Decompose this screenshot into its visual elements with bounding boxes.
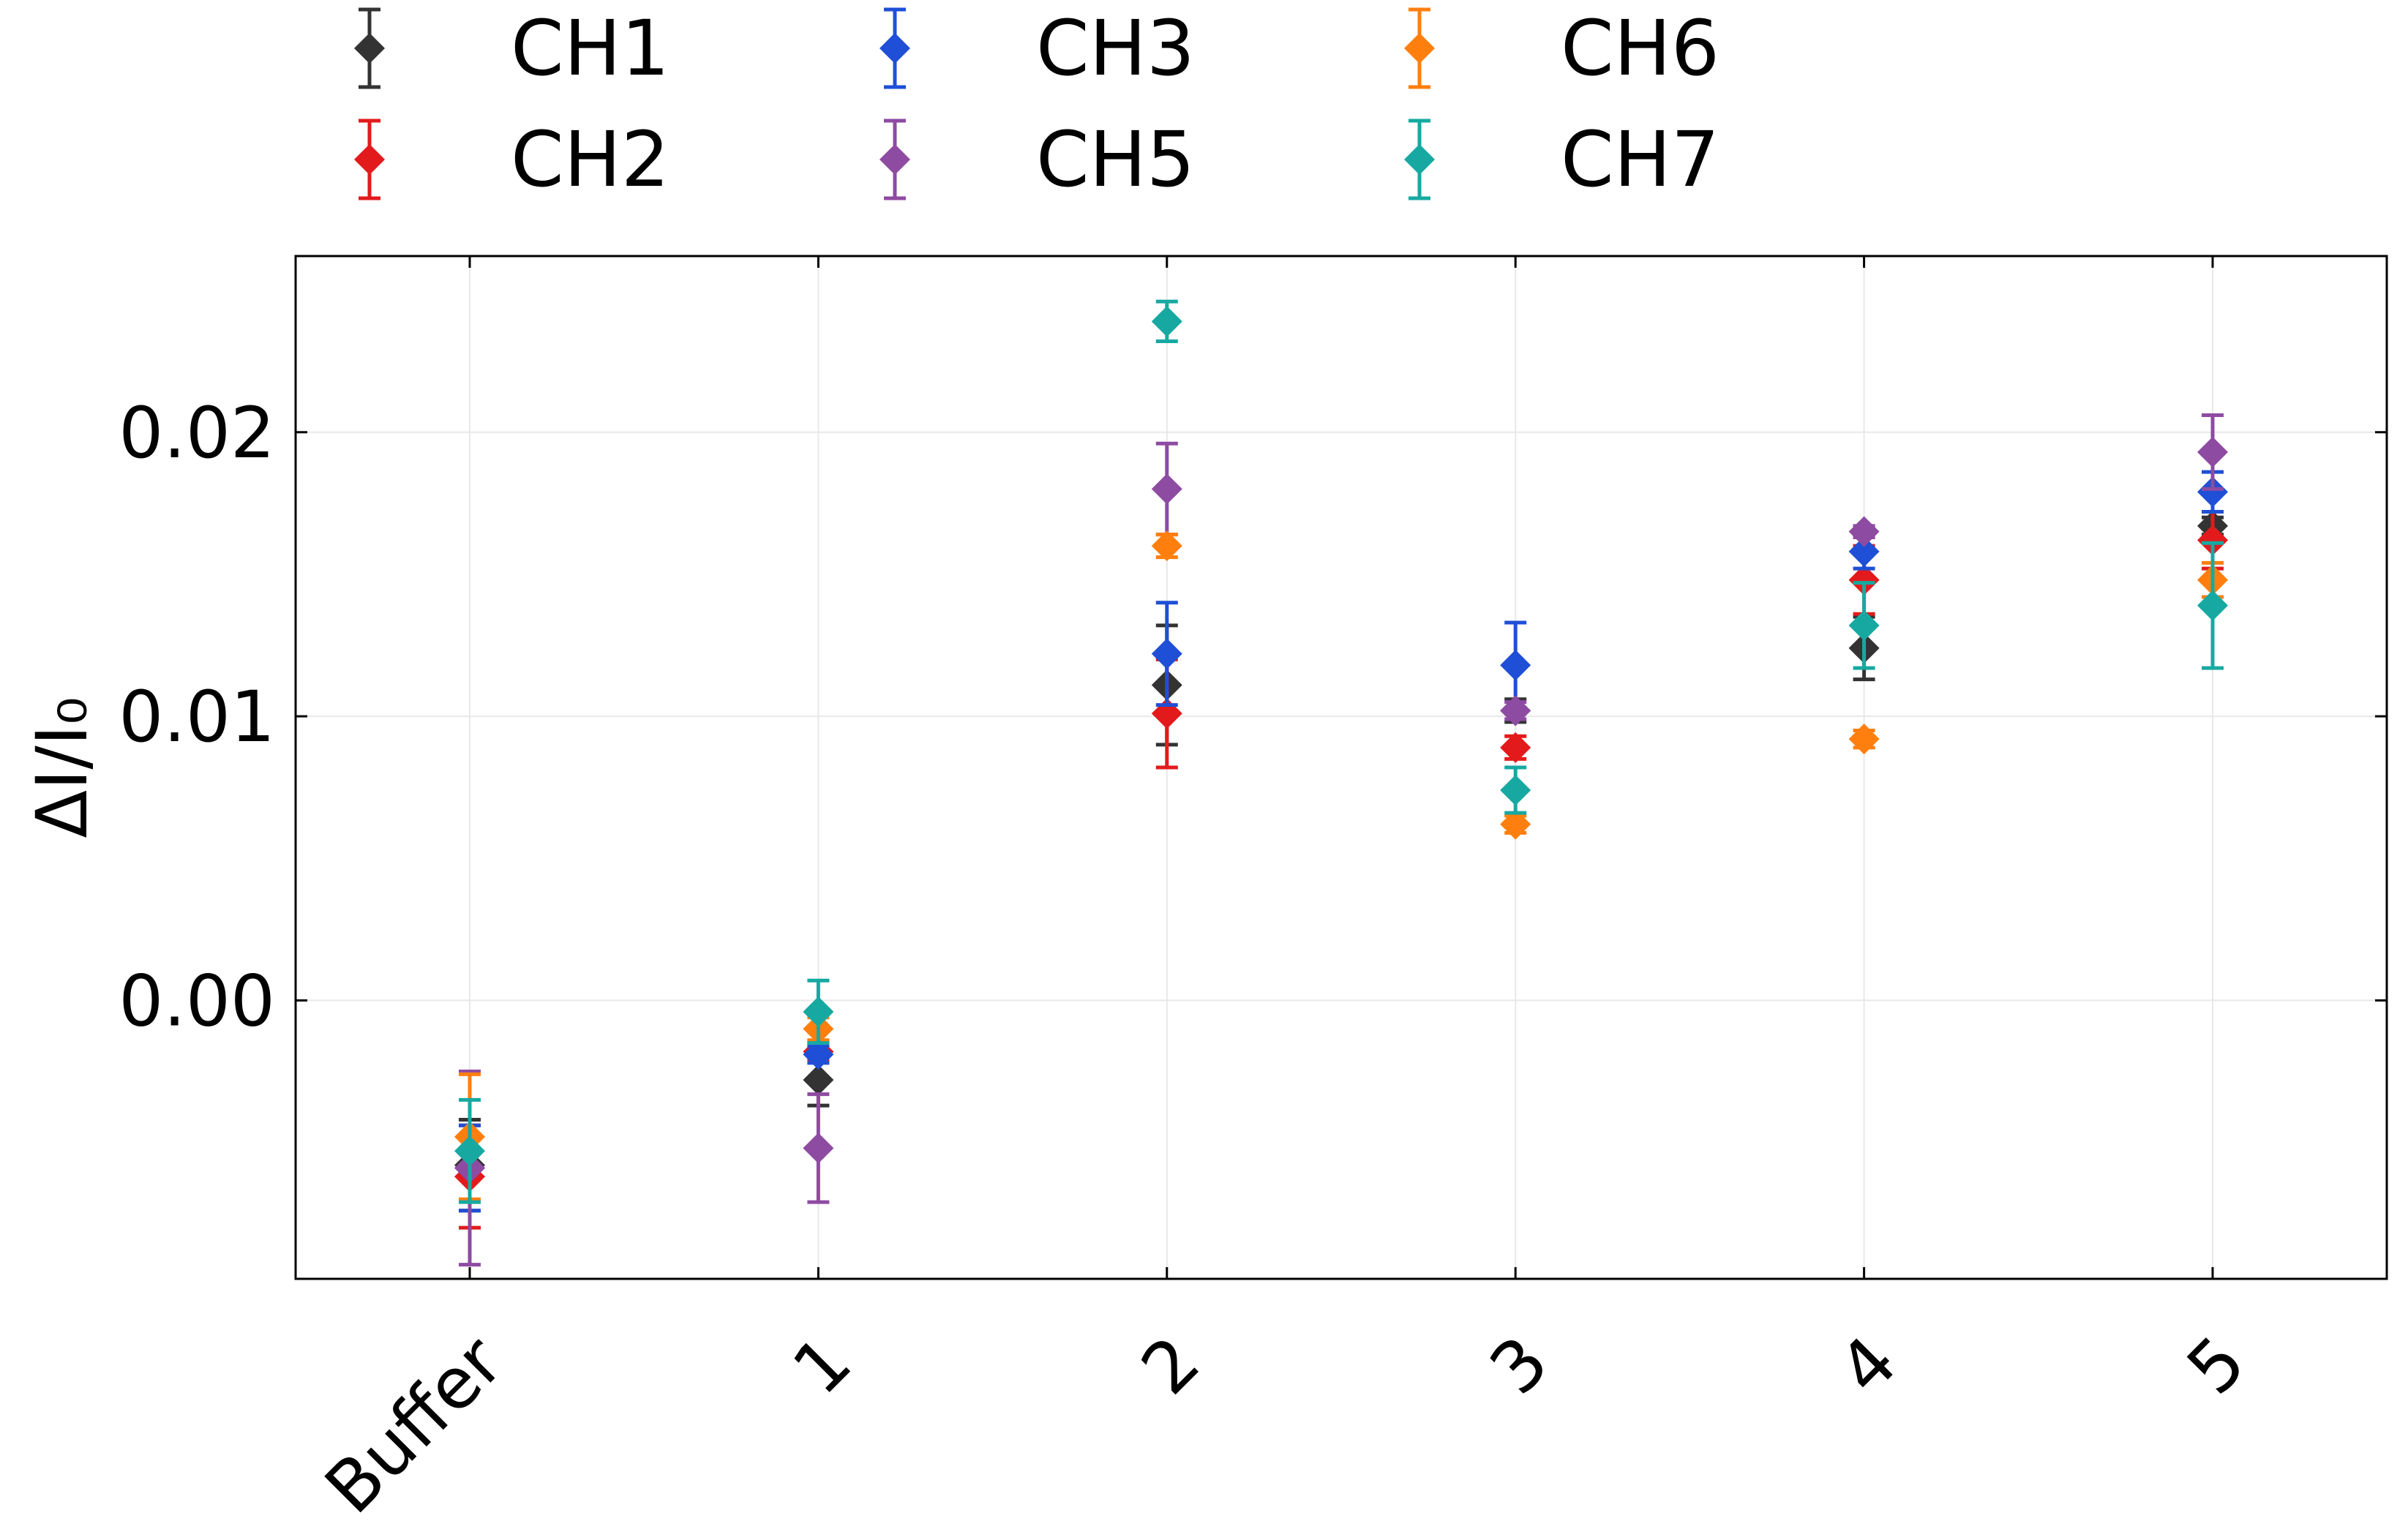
data-point bbox=[1848, 609, 1880, 641]
data-point bbox=[803, 996, 834, 1027]
legend-item: CH6 bbox=[1404, 4, 1719, 93]
data-point bbox=[2197, 525, 2228, 556]
legend-marker bbox=[879, 144, 910, 175]
data-point bbox=[1151, 530, 1182, 562]
legend: CH1 CH2 CH3 CH5 CH6 CH7 bbox=[354, 4, 1719, 204]
legend-item: CH7 bbox=[1404, 115, 1719, 204]
data-point bbox=[1848, 564, 1880, 596]
legend-item: CH3 bbox=[879, 4, 1195, 93]
data-point bbox=[1151, 306, 1182, 337]
x-tick-label: 4 bbox=[1823, 1321, 1912, 1410]
data-point bbox=[1848, 724, 1880, 755]
legend-marker bbox=[354, 144, 385, 175]
x-tick-label: 1 bbox=[777, 1321, 866, 1410]
data-point bbox=[803, 1064, 834, 1096]
y-tick-label: 0.01 bbox=[119, 676, 275, 758]
legend-marker bbox=[879, 33, 910, 64]
legend-label: CH3 bbox=[1036, 4, 1195, 93]
data-point bbox=[454, 1135, 485, 1167]
data-point bbox=[1500, 732, 1531, 763]
plot-frame bbox=[294, 255, 2388, 1280]
x-tick-label: 3 bbox=[1474, 1321, 1564, 1410]
legend-label: CH1 bbox=[511, 4, 669, 93]
data-point bbox=[2197, 436, 2228, 467]
data-point bbox=[1500, 695, 1531, 726]
data-point bbox=[2197, 476, 2228, 508]
data-point bbox=[803, 1039, 834, 1070]
legend-item: CH5 bbox=[879, 115, 1195, 204]
data-points bbox=[454, 299, 2228, 1267]
data-point bbox=[2197, 590, 2228, 621]
data-point bbox=[1500, 650, 1531, 681]
legend-item: CH2 bbox=[354, 115, 669, 204]
legend-marker bbox=[354, 33, 385, 64]
data-point bbox=[1151, 638, 1182, 669]
legend-marker bbox=[1404, 144, 1435, 175]
data-point bbox=[1500, 775, 1531, 806]
legend-label: CH2 bbox=[511, 115, 669, 204]
legend-marker bbox=[1404, 33, 1435, 64]
x-tick-label: Buffer bbox=[310, 1321, 519, 1521]
legend-label: CH5 bbox=[1036, 115, 1195, 204]
y-tick-label: 0.00 bbox=[119, 960, 275, 1042]
data-point bbox=[1500, 808, 1531, 840]
data-point bbox=[803, 1133, 834, 1164]
legend-item: CH1 bbox=[354, 4, 669, 93]
grid-lines bbox=[296, 256, 2387, 1279]
legend-label: CH6 bbox=[1561, 4, 1719, 93]
x-tick-label: 5 bbox=[2172, 1321, 2261, 1410]
legend-label: CH7 bbox=[1561, 115, 1719, 204]
x-tick-label: 2 bbox=[1126, 1321, 1215, 1410]
axis-ticks: Buffer 1 2 3 4 5 0.00 0.01 0.02 bbox=[119, 256, 2387, 1521]
data-point bbox=[1151, 473, 1182, 505]
data-point bbox=[1848, 536, 1880, 567]
y-axis-label: ΔI/I₀ bbox=[21, 696, 103, 838]
data-point bbox=[1848, 516, 1880, 547]
y-tick-label: 0.02 bbox=[119, 392, 275, 474]
